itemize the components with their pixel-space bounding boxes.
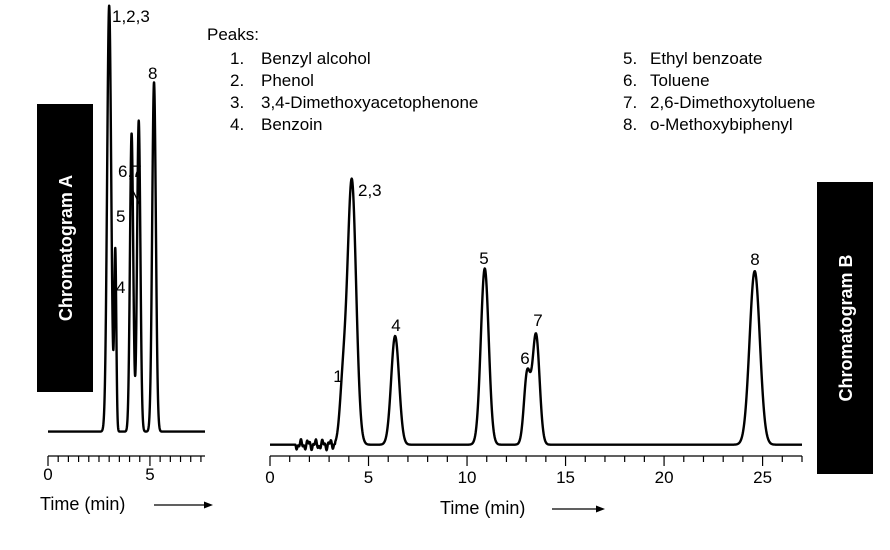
peak-7-name: 2,6-Dimethoxytoluene	[650, 93, 815, 112]
peak-6-name: Toluene	[650, 71, 710, 90]
peak-3-name: 3,4-Dimethoxyacetophenone	[261, 93, 478, 112]
x-tick-label: 10	[458, 468, 477, 487]
peak-5-name: Ethyl benzoate	[650, 49, 762, 68]
peak-label: 1,2,3	[112, 7, 150, 26]
peak-label-6-7-leader	[130, 186, 141, 206]
peak-4-number: 4.	[230, 115, 244, 134]
peak-label: 6,7	[118, 162, 142, 181]
peak-8-number: 8.	[623, 115, 637, 134]
x-tick-label: 0	[43, 465, 52, 484]
chromatogram-a-trace	[46, 4, 207, 433]
chromatogram-b: Chromatogram B 1 2,3 4 5 67 8 0 5 10 15 20 25 Time…	[265, 177, 873, 518]
x-tick-label: 20	[655, 468, 674, 487]
x-tick-label: 5	[145, 465, 154, 484]
peak-3-number: 3.	[230, 93, 244, 112]
chromatogram-b-axis-arrow	[552, 505, 605, 513]
chromatogram-a-x-axis-title: Time (min)	[40, 494, 125, 514]
chromatogram-a-axis-arrow	[154, 501, 213, 509]
peak-1-number: 1.	[230, 49, 244, 68]
peak-label: 4	[116, 278, 125, 297]
peak-label: 4	[391, 316, 400, 335]
peak-label: 2,3	[358, 181, 382, 200]
chromatogram-b-trace	[269, 177, 803, 452]
peaks-legend: Peaks: 1. Benzyl alcohol 2. Phenol 3. 3,…	[207, 25, 815, 134]
peak-5-number: 5.	[623, 49, 637, 68]
x-tick-label: 25	[753, 468, 772, 487]
peak-4-name: Benzoin	[261, 115, 322, 134]
peak-label: 5	[479, 249, 488, 268]
peak-label: 5	[116, 207, 125, 226]
peak-label: 8	[148, 64, 157, 83]
peak-label: 6	[520, 349, 529, 368]
peaks-legend-title: Peaks:	[207, 25, 259, 44]
chromatogram-b-x-axis-title: Time (min)	[440, 498, 525, 518]
peak-label: 7	[533, 311, 542, 330]
x-tick-label: 5	[364, 468, 373, 487]
chromatogram-a-banner	[37, 104, 93, 392]
chromatogram-a-title: Chromatogram A	[56, 175, 76, 321]
chromatogram-a: Chromatogram A 1,2,3 4 5 6,7 8 0 5 Time (min)	[37, 4, 213, 514]
peak-6-number: 6.	[623, 71, 637, 90]
x-tick-label: 0	[265, 468, 274, 487]
peak-2-name: Phenol	[261, 71, 314, 90]
peak-2-number: 2.	[230, 71, 244, 90]
peak-8-name: o-Methoxybiphenyl	[650, 115, 793, 134]
peak-label: 8	[750, 250, 759, 269]
peak-1-name: Benzyl alcohol	[261, 49, 371, 68]
x-tick-label: 15	[556, 468, 575, 487]
chromatogram-b-title: Chromatogram B	[836, 254, 856, 401]
peak-7-number: 7.	[623, 93, 637, 112]
peak-label: 1	[333, 367, 342, 386]
chromatogram-b-banner	[817, 182, 873, 474]
